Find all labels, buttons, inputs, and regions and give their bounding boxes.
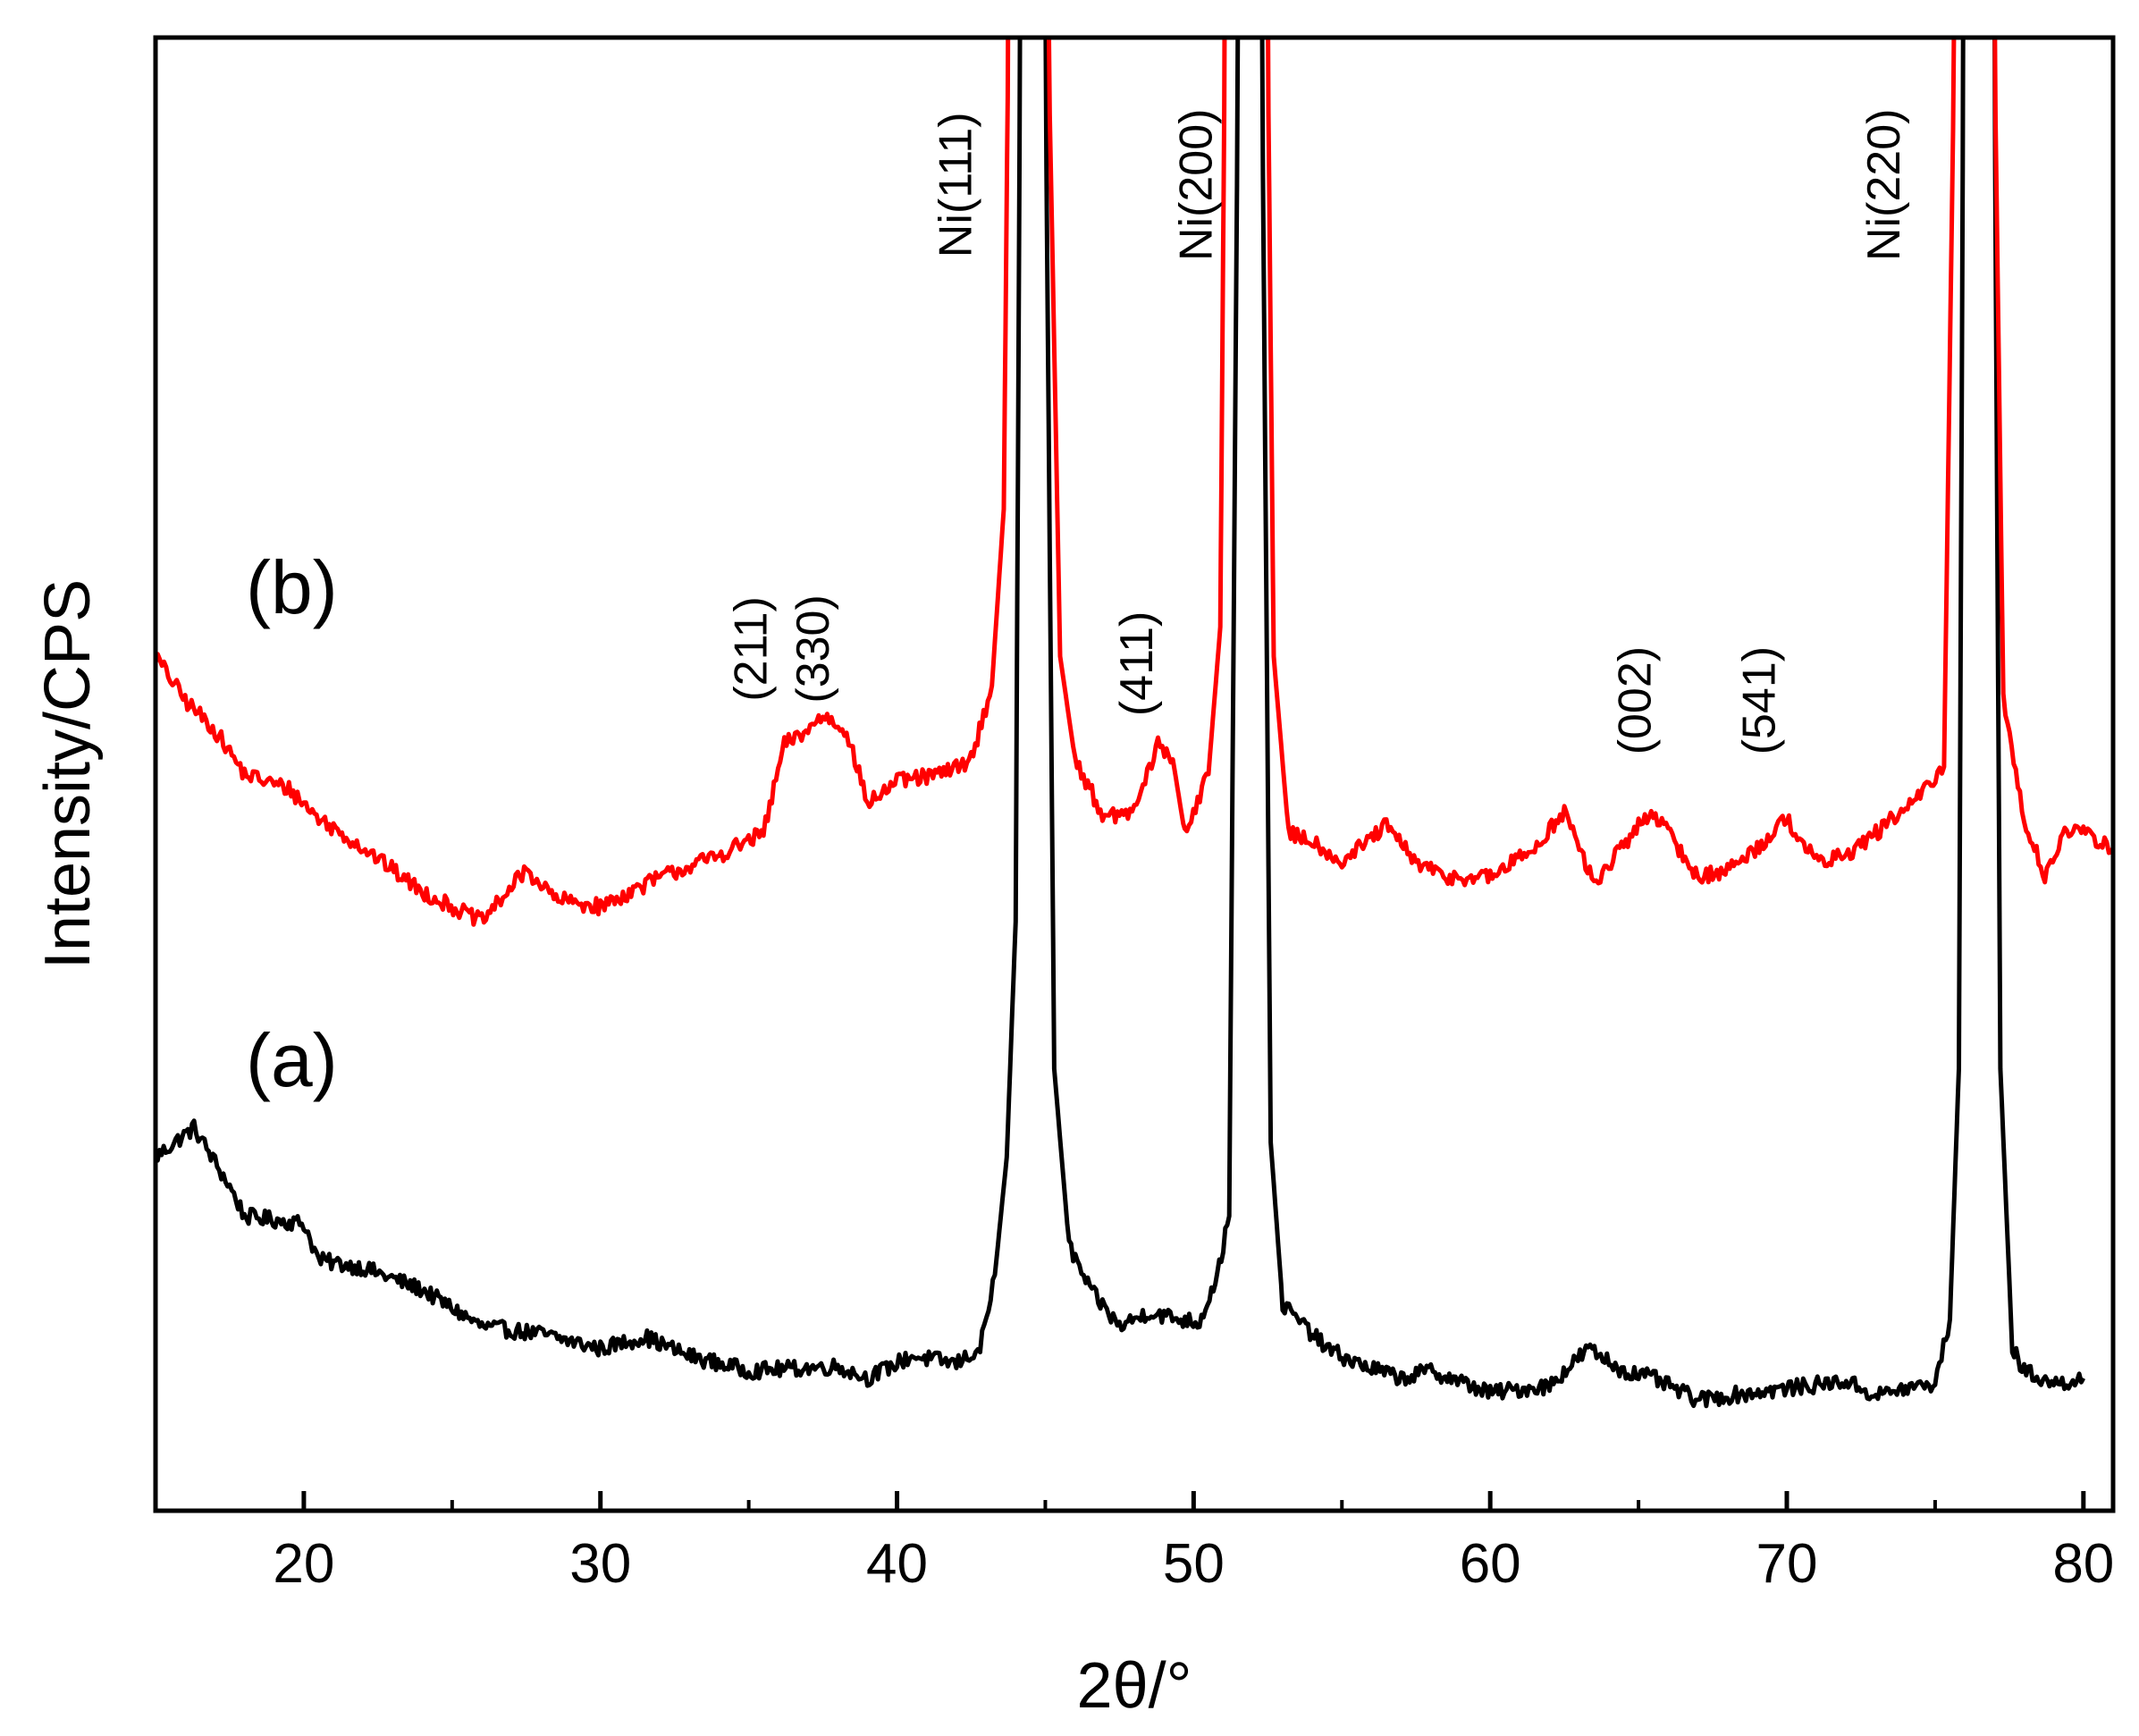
series-labels: (a) (b) (246, 545, 338, 1102)
x-tick-label: 80 (2052, 1533, 2114, 1595)
plot-frame (153, 35, 2116, 1513)
y-axis-title: Intensity/CPS (32, 579, 104, 969)
peak-label: Ni(111) (931, 112, 982, 257)
series-line-a (156, 38, 2086, 1409)
peak-label: (211) (726, 596, 778, 702)
peak-annotations: Ni(111) Ni(200) Ni(220) (211) (330) (411) (002… (726, 109, 1911, 755)
x-axis: 20 30 40 50 60 70 80 (154, 1491, 2114, 1595)
x-tick-label: 50 (1163, 1533, 1225, 1595)
x-tick-label: 20 (273, 1533, 334, 1595)
x-tick-label: 60 (1460, 1533, 1521, 1595)
series-line-b (156, 38, 2113, 927)
peak-label: (541) (1734, 646, 1786, 754)
x-tick-label: 40 (866, 1533, 928, 1595)
x-axis-title: 2θ/° (1077, 1650, 1192, 1722)
peak-label: (411) (1111, 611, 1163, 717)
x-tick-label: 30 (569, 1533, 631, 1595)
peak-label: (002) (1609, 646, 1661, 754)
x-tick-label: 70 (1756, 1533, 1818, 1595)
series-label-a: (a) (246, 1018, 338, 1102)
series-layer (156, 38, 2113, 1409)
peak-label: Ni(200) (1170, 109, 1222, 261)
peak-label: (330) (787, 594, 839, 703)
peak-label: Ni(220) (1858, 109, 1910, 261)
series-label-b: (b) (246, 545, 338, 629)
